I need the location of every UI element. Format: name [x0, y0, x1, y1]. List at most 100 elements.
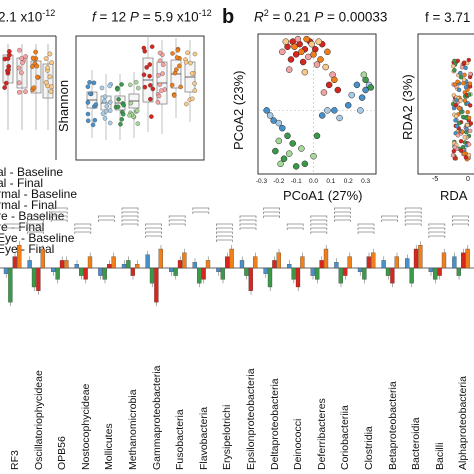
shannon-point — [184, 101, 189, 107]
bar-5-2 — [130, 267, 135, 276]
pcoa-point — [301, 68, 309, 76]
shannon-point — [159, 88, 164, 93]
pcoa-point — [310, 152, 317, 160]
rda-point — [454, 98, 459, 103]
panel-a-right-exp: -12 — [198, 8, 212, 18]
sig-bracket — [310, 219, 328, 222]
sig-bracket — [239, 227, 257, 230]
rda-frame — [417, 33, 474, 175]
sig-bracket — [27, 215, 44, 218]
panel-b-r-rest: = 0.21 — [268, 9, 315, 25]
taxon-label-18: Bacilli — [433, 442, 446, 470]
sig-bracket — [310, 215, 328, 218]
bar-4-0 — [98, 267, 103, 276]
sig-bracket — [452, 215, 469, 218]
shannon-point — [149, 114, 154, 119]
sig-bracket — [145, 223, 162, 226]
sig-bracket — [310, 223, 328, 226]
bar-11-3 — [276, 252, 281, 269]
bar-3-2 — [83, 267, 88, 280]
pcoa-point — [334, 86, 342, 94]
rda-point — [465, 109, 470, 115]
taxon-label-0: RF3 — [9, 450, 21, 470]
shannon-point — [115, 104, 121, 110]
shannon-point — [169, 82, 175, 88]
sig-bracket — [27, 219, 44, 222]
bar-9-3 — [229, 248, 234, 269]
shannon-point — [128, 100, 134, 106]
taxon-label-3: Nostocophycideae — [79, 383, 92, 470]
pcoa-scatter: -0.3 -0.2 -0.1 0.0 0.1 0.2 0.3 — [256, 33, 377, 185]
sig-bracket — [428, 231, 446, 234]
bar-2-3 — [64, 260, 69, 269]
bar-8-1 — [197, 267, 202, 284]
pcoa-point — [344, 102, 352, 109]
bar-8-2 — [201, 267, 206, 280]
panel-a-left-point — [17, 47, 22, 53]
sig-bracket — [286, 227, 304, 230]
legend-item-3: rmal - Final — [0, 198, 58, 212]
shannon-point — [192, 81, 197, 86]
shannon-point — [188, 60, 193, 66]
bar-1-2 — [36, 267, 41, 291]
sig-bracket — [334, 207, 351, 210]
shannon-point — [147, 62, 153, 67]
bar-16-0 — [381, 260, 386, 269]
sig-bracket — [263, 207, 280, 210]
shannon-point — [150, 86, 156, 92]
bar-2-1 — [55, 267, 60, 280]
shannon-frame — [75, 35, 205, 161]
sig-bracket — [168, 219, 186, 222]
pcoa-point — [360, 71, 368, 78]
shannon-point — [107, 108, 113, 113]
bar-6-1 — [149, 267, 155, 284]
pcoa-point — [315, 38, 322, 45]
rda-panel — [417, 33, 474, 175]
panel-a-left-point — [7, 52, 12, 58]
bar-19-1 — [456, 267, 461, 276]
rda-point — [468, 71, 473, 77]
rda-point — [455, 133, 461, 138]
sig-bracket — [3, 223, 21, 226]
panel-a-left-point — [23, 89, 28, 94]
bar-13-0 — [310, 267, 315, 276]
panel-a-left-point — [16, 80, 22, 86]
rda-point — [458, 98, 463, 103]
taxon-label-2: OPB56 — [56, 436, 69, 470]
taxon-label-19: Alphaproteobacteria — [457, 376, 470, 470]
rda-point — [468, 121, 474, 126]
rda-point — [459, 65, 465, 70]
rda-point — [466, 57, 471, 63]
pcoa-point — [324, 48, 331, 56]
pcoa-xtick-2: -0.1 — [291, 178, 303, 185]
rda-point — [464, 126, 469, 132]
bar-12-0 — [287, 264, 292, 269]
bar-10-3 — [253, 256, 258, 269]
sig-bracket — [168, 215, 186, 218]
bar-1-0 — [27, 260, 32, 269]
shannon-point — [100, 111, 106, 116]
panel-a-left-point — [30, 64, 35, 69]
pcoa-point — [358, 94, 366, 101]
rda-xtick-0: -5 — [432, 176, 439, 183]
legend-item-2: rmal - Baseline — [0, 187, 78, 201]
panel-a-left-stat-text: 2.1 x10 — [0, 9, 43, 25]
bar-2-0 — [51, 267, 56, 272]
rda-point — [456, 87, 462, 93]
pcoa-point — [263, 107, 270, 114]
pcoa-point — [310, 51, 317, 58]
pcoa-point — [298, 145, 305, 152]
sig-bracket — [404, 219, 422, 222]
bar-5-1 — [126, 260, 131, 269]
bar-4-2 — [107, 264, 112, 269]
shannon-point — [85, 84, 91, 89]
panel-a-left-point — [33, 49, 38, 55]
shannon-point — [174, 55, 180, 60]
sig-bracket — [27, 231, 44, 234]
shannon-point — [189, 71, 195, 76]
sig-bracket — [404, 207, 422, 210]
shannon-point — [156, 73, 161, 78]
rda-point — [462, 98, 468, 103]
rda-point — [454, 113, 459, 119]
pcoa-point — [285, 150, 293, 157]
